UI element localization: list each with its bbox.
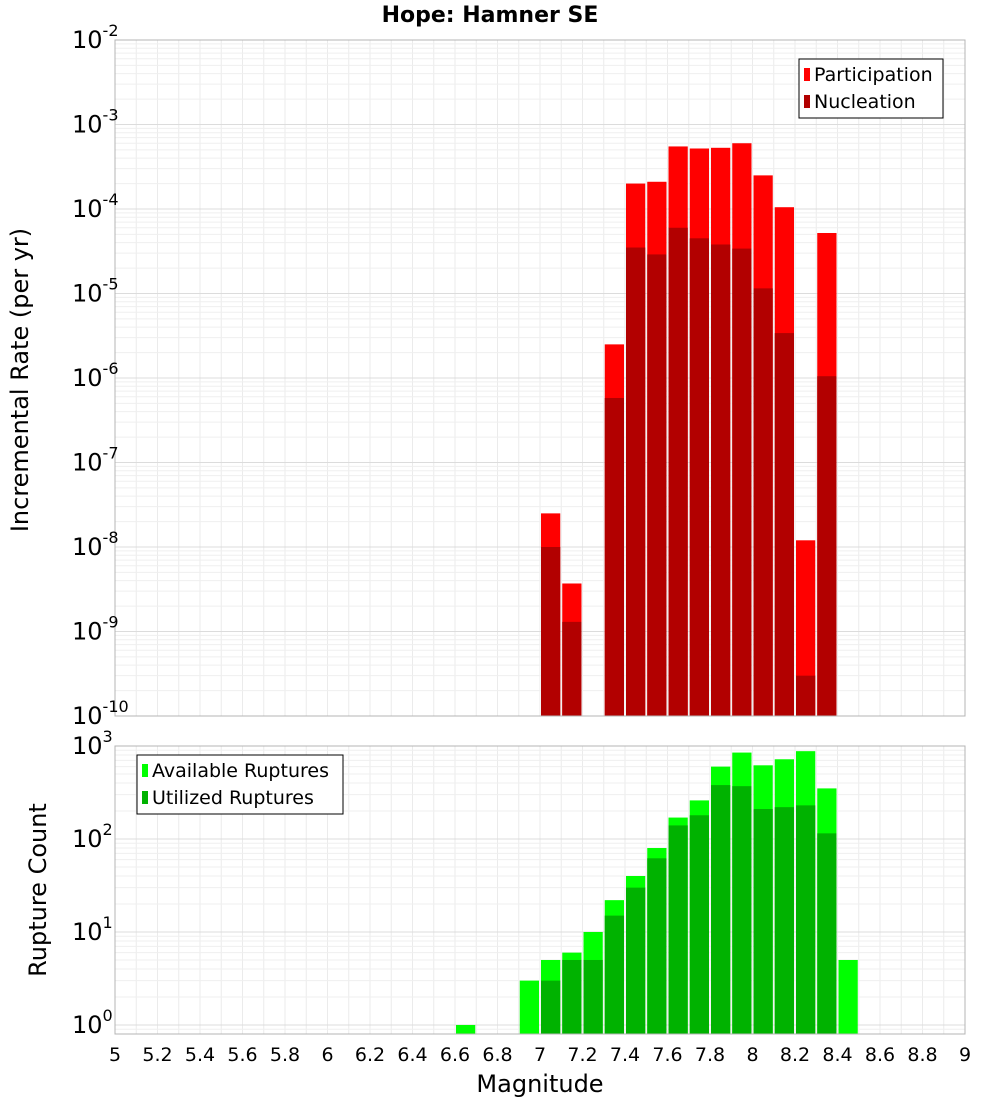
top-panel: 10-10 10-9 10-8 10-7 10-6 10-5 10-4 10-3 10-2 Inc…	[6, 21, 966, 730]
top-bar-series2	[562, 621, 582, 716]
top-legend-box	[798, 58, 944, 119]
x-tick-label: 8.8	[907, 1044, 937, 1066]
top-bar-series2	[541, 547, 561, 716]
x-tick-label: 8	[746, 1044, 758, 1066]
top-y-tick-label: 10-3	[72, 106, 119, 139]
x-tick-label: 9	[959, 1044, 971, 1066]
x-tick-label: 6.2	[355, 1044, 385, 1066]
x-tick-label: 6	[321, 1044, 333, 1066]
top-plot-border	[114, 39, 966, 717]
bottom-bar-series2	[796, 805, 816, 1034]
top-bar-series2	[626, 247, 646, 716]
bottom-y-tick-label: 100	[72, 1006, 113, 1039]
bottom-bar-series2	[583, 959, 603, 1034]
top-bar-series2	[732, 248, 752, 716]
top-legend: Participation Nucleation	[798, 58, 944, 119]
top-bar-series2	[689, 238, 709, 717]
top-bar-series2	[817, 376, 837, 716]
bottom-legend-box	[136, 754, 344, 815]
bottom-bar-series1	[519, 980, 539, 1034]
bottom-bar-series2	[817, 833, 837, 1034]
top-y-tick-label: 10-4	[72, 190, 119, 223]
bottom-plot-border	[114, 745, 966, 1035]
bottom-legend-label: Available Ruptures	[152, 760, 329, 782]
x-tick-label: 6.6	[440, 1044, 470, 1066]
bottom-legend-swatch	[142, 764, 148, 777]
x-tick-label: 5.8	[270, 1044, 300, 1066]
bottom-bar-series2	[753, 809, 773, 1034]
bottom-bar-series2	[668, 825, 688, 1034]
bottom-bar-series1	[456, 1024, 476, 1034]
bottom-bar-series2	[626, 887, 646, 1034]
bottom-legend: Available Ruptures Utilized Ruptures	[136, 754, 344, 815]
top-legend-swatch	[804, 68, 810, 81]
x-tick-label: 6.4	[397, 1044, 427, 1066]
top-y-tick-label: 10-9	[72, 613, 119, 646]
top-y-tick-label: 10-5	[72, 275, 119, 308]
x-tick-label: 5	[109, 1044, 121, 1066]
bottom-bar-series2	[647, 858, 667, 1034]
x-tick-label: 7.8	[695, 1044, 725, 1066]
top-bar-series2	[668, 227, 688, 716]
bottom-y-tick-label: 103	[72, 727, 113, 760]
chart-title: Hope: Hamner SE	[382, 3, 599, 28]
top-legend-label: Participation	[814, 64, 933, 86]
bottom-y-tick-label: 102	[72, 820, 113, 853]
top-bar-series2	[753, 288, 773, 716]
top-legend-swatch	[804, 95, 810, 108]
x-tick-label: 7.4	[610, 1044, 640, 1066]
top-y-tick-label: 10-8	[72, 528, 119, 561]
x-tick-label: 5.2	[142, 1044, 172, 1066]
top-bar-series2	[774, 333, 794, 716]
top-y-tick-label: 10-10	[72, 697, 129, 730]
bottom-bar-series1	[838, 959, 858, 1034]
x-tick-label: 5.4	[185, 1044, 215, 1066]
top-bar-series2	[711, 244, 731, 716]
top-bar-series2	[647, 254, 667, 716]
bottom-bar-series2	[562, 959, 582, 1034]
x-tick-label: 6.8	[482, 1044, 512, 1066]
top-y-tick-label: 10-2	[72, 21, 119, 54]
x-tick-label: 8.6	[865, 1044, 895, 1066]
x-tick-label: 7.2	[567, 1044, 597, 1066]
bottom-bar-series2	[604, 915, 624, 1034]
bottom-bar-series2	[732, 786, 752, 1034]
x-tick-label: 7.6	[652, 1044, 682, 1066]
bottom-bar-series2	[541, 980, 561, 1034]
bottom-y-tick-label: 101	[72, 913, 113, 946]
bottom-bar-series2	[711, 785, 731, 1034]
x-tick-label: 8.4	[822, 1044, 852, 1066]
top-bar-series2	[796, 675, 816, 716]
bottom-y-axis-label: Rupture Count	[24, 803, 52, 977]
x-axis-label: Magnitude	[476, 1070, 603, 1098]
top-y-tick-label: 10-6	[72, 359, 119, 392]
top-y-tick-label: 10-7	[72, 444, 119, 477]
bottom-bar-series2	[774, 807, 794, 1034]
bottom-legend-swatch	[142, 791, 148, 804]
top-bar-series2	[604, 397, 624, 716]
x-tick-label: 5.6	[227, 1044, 257, 1066]
top-bar-series1	[796, 540, 816, 716]
top-y-axis-label: Incremental Rate (per yr)	[6, 228, 34, 532]
x-tick-label: 8.2	[780, 1044, 810, 1066]
x-tick-label: 7	[534, 1044, 546, 1066]
bottom-bar-series2	[689, 815, 709, 1034]
top-legend-label: Nucleation	[814, 91, 916, 113]
bottom-legend-label: Utilized Ruptures	[152, 787, 314, 809]
